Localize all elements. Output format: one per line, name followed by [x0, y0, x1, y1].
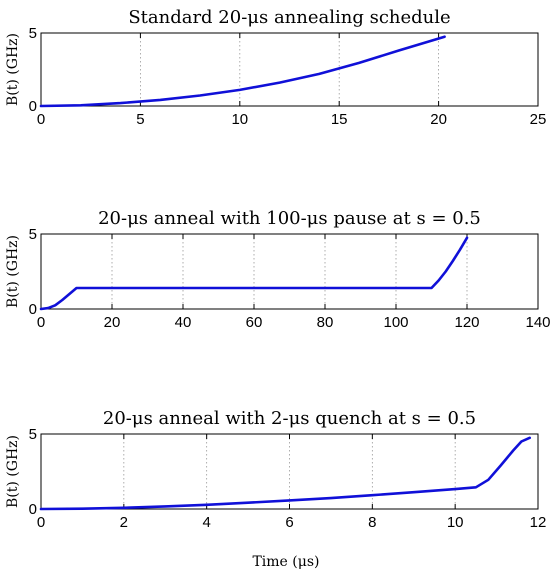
x-tick-label-3-4: 8: [368, 514, 376, 531]
chart-title-2: 20-μs anneal with 100-μs pause at s = 0.…: [98, 208, 481, 229]
y-tick-label-3-0: 0: [29, 501, 37, 518]
x-tick-label-2-4: 80: [317, 314, 334, 331]
y-tick-label-3-1: 5: [29, 426, 37, 443]
figure-xlabel: Time (μs): [252, 554, 319, 570]
y-tick-label-2-0: 0: [29, 301, 37, 318]
x-tick-label-3-2: 4: [202, 514, 210, 531]
series-line-3-1: [39, 436, 532, 511]
x-tick-label-1-4: 20: [430, 111, 447, 128]
y-axis-label-1: B(t) (GHz): [5, 33, 21, 106]
x-tick-label-2-5: 100: [383, 314, 408, 331]
x-tick-label-1-5: 25: [530, 111, 547, 128]
chart-title-3: 20-μs anneal with 2-μs quench at s = 0.5: [103, 408, 476, 429]
y-axis-label-3: B(t) (GHz): [5, 435, 21, 508]
x-tick-label-1-3: 15: [331, 111, 348, 128]
plot-frame-1: [40, 32, 539, 107]
x-tick-label-1-0: 0: [37, 111, 45, 128]
x-tick-label-3-0: 0: [37, 514, 45, 531]
x-tick-label-3-3: 6: [285, 514, 293, 531]
y-tick-label-1-1: 5: [29, 25, 37, 42]
x-tick-label-2-1: 20: [104, 314, 121, 331]
x-tick-label-3-5: 10: [447, 514, 464, 531]
series-line-2-1: [39, 236, 469, 311]
x-tick-label-3-6: 12: [530, 514, 547, 531]
series-line-1-1: [39, 35, 446, 108]
chart-title-1: Standard 20-μs annealing schedule: [128, 7, 450, 28]
x-tick-label-2-7: 140: [525, 314, 550, 331]
x-tick-label-2-0: 0: [37, 314, 45, 331]
x-tick-label-2-6: 120: [454, 314, 479, 331]
plot-frame-2: [40, 233, 539, 310]
y-tick-label-1-0: 0: [29, 98, 37, 115]
x-tick-label-1-1: 5: [136, 111, 144, 128]
y-tick-label-2-1: 5: [29, 226, 37, 243]
x-tick-label-3-1: 2: [120, 514, 128, 531]
x-tick-label-1-2: 10: [231, 111, 248, 128]
x-tick-label-2-3: 60: [246, 314, 263, 331]
y-axis-label-2: B(t) (GHz): [5, 235, 21, 308]
x-tick-label-2-2: 40: [175, 314, 192, 331]
